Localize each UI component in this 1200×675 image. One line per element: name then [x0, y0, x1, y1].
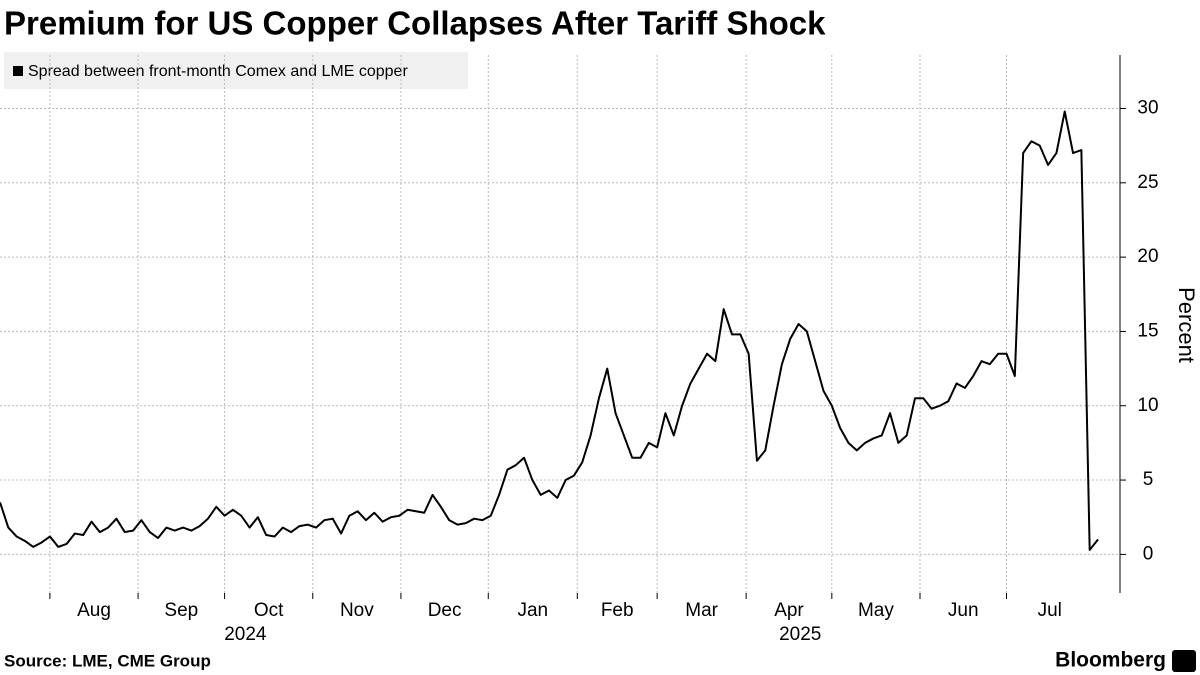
x-tick-label: Nov — [340, 600, 374, 621]
legend-box — [4, 52, 468, 89]
x-tick-label: Dec — [428, 600, 462, 621]
x-tick-label: Apr — [774, 600, 804, 621]
x-tick-label: May — [858, 600, 894, 621]
brand-icon — [1172, 650, 1196, 672]
legend-swatch — [13, 66, 23, 76]
legend-label: Spread between front-month Comex and LME… — [28, 63, 408, 80]
y-tick-label: 20 — [1137, 246, 1158, 267]
x-tick-label: Jul — [1038, 600, 1062, 621]
x-tick-label: Mar — [685, 600, 718, 621]
x-group-label: 2024 — [224, 624, 267, 645]
x-tick-label: Feb — [601, 600, 634, 621]
x-tick-label: Jun — [948, 600, 979, 621]
y-tick-label: 30 — [1137, 98, 1158, 119]
x-tick-label: Aug — [77, 600, 111, 621]
data-line — [0, 110, 1099, 551]
source: Source: LME, CME Group — [4, 651, 211, 670]
x-tick-label: Jan — [517, 600, 548, 621]
y-tick-label: 15 — [1137, 320, 1158, 341]
chart-title: Premium for US Copper Collapses After Ta… — [4, 5, 826, 42]
y-tick-label: 25 — [1137, 172, 1158, 193]
y-tick-label: 10 — [1137, 395, 1158, 416]
y-tick-label: 5 — [1143, 469, 1154, 490]
x-tick-label: Oct — [254, 600, 284, 621]
y-axis-label: Percent — [1174, 287, 1199, 363]
y-tick-label: 0 — [1143, 543, 1154, 564]
brand: Bloomberg — [1055, 649, 1166, 672]
x-tick-label: Sep — [164, 600, 198, 621]
x-group-label: 2025 — [779, 624, 821, 645]
